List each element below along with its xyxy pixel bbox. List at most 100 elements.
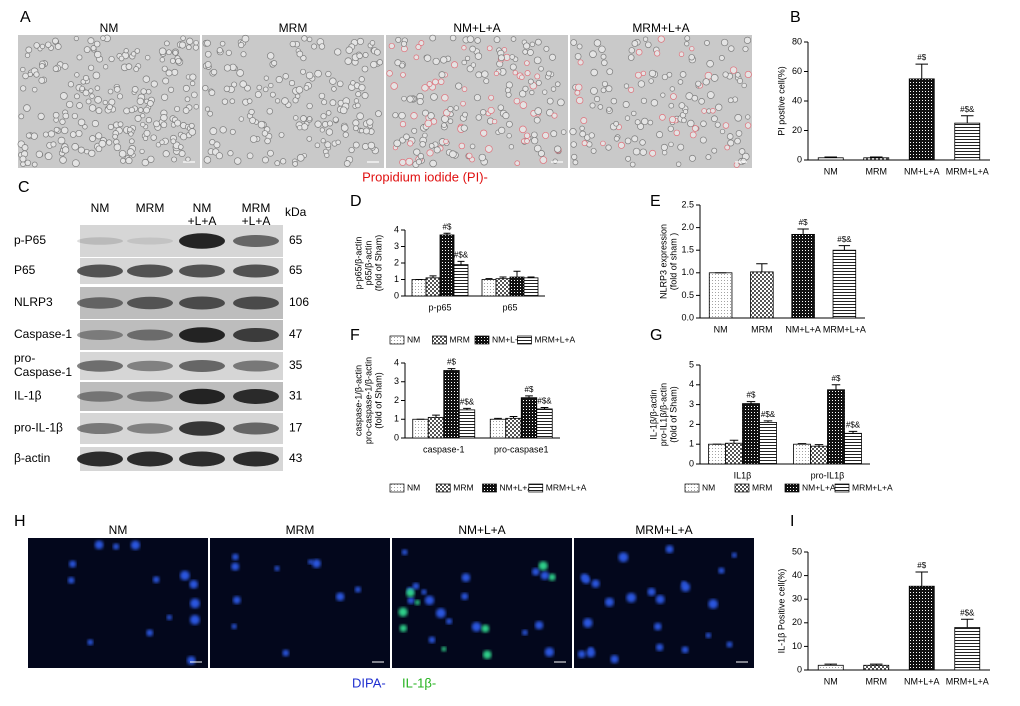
cell bbox=[120, 157, 126, 164]
cell bbox=[334, 48, 342, 56]
cell bbox=[461, 86, 468, 92]
nucleus bbox=[531, 567, 540, 576]
cell bbox=[631, 135, 639, 143]
bar bbox=[791, 233, 815, 319]
fluorescence-image bbox=[392, 538, 572, 668]
cell bbox=[577, 59, 584, 66]
cell bbox=[33, 71, 40, 78]
nucleus bbox=[94, 540, 104, 550]
micrograph bbox=[202, 34, 384, 168]
cell bbox=[632, 147, 641, 156]
cell bbox=[554, 81, 561, 87]
nucleus bbox=[726, 641, 733, 648]
cell bbox=[59, 92, 68, 100]
cell bbox=[546, 70, 552, 77]
cell bbox=[498, 54, 505, 62]
cell bbox=[139, 148, 145, 155]
cell bbox=[174, 105, 181, 112]
cell bbox=[579, 125, 585, 131]
cell bbox=[161, 93, 169, 101]
nucleus bbox=[421, 589, 427, 595]
cell bbox=[356, 52, 363, 60]
cell bbox=[306, 136, 313, 142]
cell bbox=[741, 82, 747, 89]
band bbox=[127, 329, 173, 341]
cell bbox=[128, 131, 134, 137]
nucleus bbox=[424, 595, 435, 606]
condition-title: NM bbox=[100, 21, 119, 35]
band bbox=[127, 451, 173, 467]
cell bbox=[524, 60, 530, 66]
nucleus bbox=[435, 608, 446, 619]
lane-label: NM bbox=[91, 201, 110, 215]
cell bbox=[706, 60, 714, 68]
y-tick-label: 4 bbox=[689, 379, 694, 389]
cell bbox=[367, 141, 376, 150]
cell bbox=[345, 46, 353, 54]
y-axis-label: PI postive cell(%) bbox=[776, 66, 786, 136]
cell bbox=[429, 34, 437, 42]
legend-label: NM bbox=[407, 334, 420, 344]
band bbox=[77, 391, 123, 402]
cell bbox=[160, 121, 168, 129]
cell bbox=[24, 52, 31, 58]
cell bbox=[118, 55, 125, 62]
cell bbox=[45, 41, 52, 48]
nucleus bbox=[166, 614, 172, 621]
cell bbox=[392, 112, 399, 119]
condition-title: NM bbox=[109, 523, 128, 537]
cell bbox=[240, 51, 247, 58]
cell bbox=[175, 57, 182, 65]
cell bbox=[594, 95, 601, 103]
cell bbox=[27, 71, 33, 77]
band bbox=[127, 237, 173, 245]
cell bbox=[684, 35, 691, 42]
cell bbox=[458, 142, 466, 150]
cell bbox=[136, 97, 145, 105]
y-tick-label: 0 bbox=[394, 290, 399, 300]
cell bbox=[215, 152, 223, 160]
x-tick-label: NM bbox=[714, 324, 728, 334]
bar bbox=[863, 157, 890, 161]
band-label: p-P65 bbox=[14, 233, 46, 247]
cell bbox=[72, 159, 80, 167]
cell bbox=[535, 38, 542, 46]
x-tick-label: pro-IL1β bbox=[811, 470, 845, 480]
cell bbox=[267, 52, 275, 60]
cell bbox=[67, 81, 75, 88]
legend-label: NM+L+A bbox=[802, 482, 836, 492]
cell bbox=[189, 80, 196, 87]
cell bbox=[329, 99, 337, 107]
cell bbox=[324, 141, 332, 149]
cell bbox=[589, 50, 597, 58]
bar bbox=[954, 627, 981, 671]
cell bbox=[522, 85, 529, 92]
cell bbox=[711, 147, 718, 154]
cell bbox=[492, 118, 498, 125]
cell bbox=[523, 132, 531, 139]
cell bbox=[74, 72, 80, 78]
cell bbox=[73, 35, 79, 42]
nucleus bbox=[731, 552, 737, 558]
cell bbox=[108, 55, 115, 63]
y-axis-label: (fold of Sham) bbox=[373, 372, 383, 429]
cell bbox=[447, 106, 454, 113]
cell bbox=[429, 159, 437, 168]
cell bbox=[314, 120, 322, 128]
cell bbox=[473, 94, 482, 102]
band bbox=[77, 451, 123, 467]
cell bbox=[189, 73, 197, 81]
x-tick-label: NM bbox=[824, 676, 838, 686]
condition-title: MRM+L+A bbox=[632, 21, 689, 35]
nucleus bbox=[69, 560, 77, 568]
cell bbox=[53, 126, 60, 133]
y-tick-label: 5 bbox=[689, 359, 694, 369]
cell bbox=[522, 49, 528, 55]
cell bbox=[171, 68, 179, 76]
panel-label: G bbox=[650, 327, 662, 344]
error-bar bbox=[525, 395, 533, 398]
cell bbox=[399, 158, 407, 166]
cell bbox=[229, 98, 236, 104]
bar bbox=[509, 276, 525, 297]
